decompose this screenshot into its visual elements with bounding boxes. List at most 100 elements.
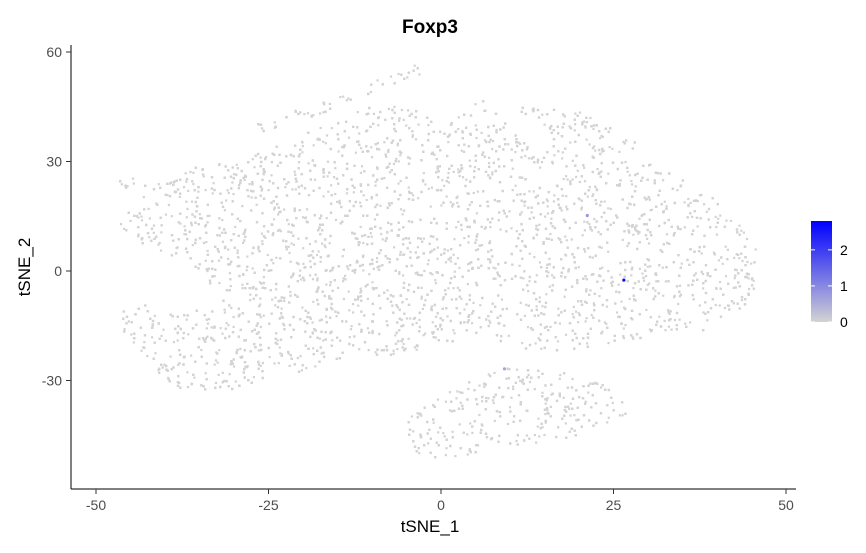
cell-point [401, 213, 404, 216]
cell-point [283, 299, 286, 303]
cell-point [476, 444, 480, 447]
cell-point [525, 303, 528, 306]
cell-point [570, 127, 573, 130]
cell-point [417, 197, 420, 200]
cell-point [420, 286, 423, 289]
cell-point [607, 207, 610, 210]
cell-point [183, 233, 186, 236]
cell-point [633, 226, 637, 229]
cell-point [287, 223, 290, 226]
cell-point [591, 195, 594, 198]
cell-point [541, 426, 544, 429]
cell-point [402, 118, 405, 121]
cell-point [458, 266, 461, 269]
cell-point [631, 336, 634, 339]
cell-point [432, 331, 435, 334]
cell-point [561, 151, 564, 154]
cell-point [725, 219, 728, 222]
cell-point [574, 112, 577, 115]
cell-point [553, 154, 556, 157]
cell-point [650, 208, 653, 211]
cell-point [336, 200, 339, 203]
cell-point [272, 218, 276, 221]
cell-point [600, 215, 603, 219]
cell-point [527, 373, 530, 376]
cell-point [457, 127, 460, 131]
cell-point [233, 173, 236, 176]
cell-point [421, 307, 424, 310]
cell-point [405, 124, 408, 127]
cell-point [566, 178, 569, 181]
cell-point [339, 96, 342, 99]
cell-point [227, 248, 230, 251]
cell-point [347, 290, 350, 293]
cell-point [226, 189, 229, 192]
cell-point [592, 302, 595, 305]
cell-point [366, 327, 369, 330]
cell-point [152, 224, 156, 227]
cell-point [182, 186, 186, 189]
cell-point [478, 413, 481, 417]
cell-point [717, 259, 721, 262]
cell-point [546, 205, 549, 208]
cell-point [280, 315, 283, 318]
cell-point [545, 293, 548, 296]
cell-point [424, 183, 427, 186]
cell-point [250, 196, 253, 199]
cell-point [491, 173, 494, 176]
cell-point [576, 169, 579, 172]
cell-point [275, 288, 278, 291]
cell-point [277, 213, 280, 216]
cell-point [474, 103, 477, 106]
cell-point [301, 141, 304, 144]
cell-point [302, 247, 305, 250]
cell-point [257, 248, 260, 251]
cell-point [232, 315, 235, 319]
cell-point [580, 208, 583, 211]
cell-point [533, 256, 536, 259]
cell-point [345, 99, 348, 102]
cell-point [412, 430, 415, 433]
cell-point [420, 414, 423, 417]
cell-point [402, 342, 405, 346]
cell-point [591, 256, 594, 259]
cell-point [489, 258, 492, 261]
cell-point [406, 76, 409, 79]
cell-point [278, 346, 281, 349]
cell-point [193, 376, 196, 379]
cell-point [446, 249, 449, 252]
cell-point [628, 297, 631, 300]
cell-point [642, 279, 646, 282]
cell-point [556, 340, 560, 343]
cell-point [323, 103, 326, 106]
cell-point [320, 352, 323, 355]
cell-point [311, 278, 315, 281]
cell-point [599, 137, 602, 140]
cell-point [431, 273, 434, 276]
cell-point [593, 145, 596, 148]
cell-point [241, 283, 244, 286]
cell-point [264, 156, 268, 159]
cell-point [323, 244, 326, 247]
cell-point [289, 290, 292, 294]
cell-point [423, 269, 426, 273]
cell-point [283, 208, 286, 211]
cell-point [420, 295, 423, 298]
cell-point [326, 175, 329, 178]
cell-point [578, 180, 581, 184]
cell-point [449, 201, 452, 204]
cell-point [583, 166, 586, 169]
cell-point [397, 72, 400, 76]
cell-point [259, 297, 262, 300]
cell-point [432, 421, 435, 424]
cell-point [410, 415, 413, 418]
cell-point [290, 242, 293, 245]
cell-point [417, 123, 420, 126]
cell-point [204, 189, 207, 192]
cell-point [178, 381, 181, 385]
cell-point [538, 435, 541, 438]
cell-point [439, 325, 442, 328]
cell-point [491, 171, 494, 174]
cell-point [328, 102, 331, 105]
cell-point [456, 195, 459, 198]
